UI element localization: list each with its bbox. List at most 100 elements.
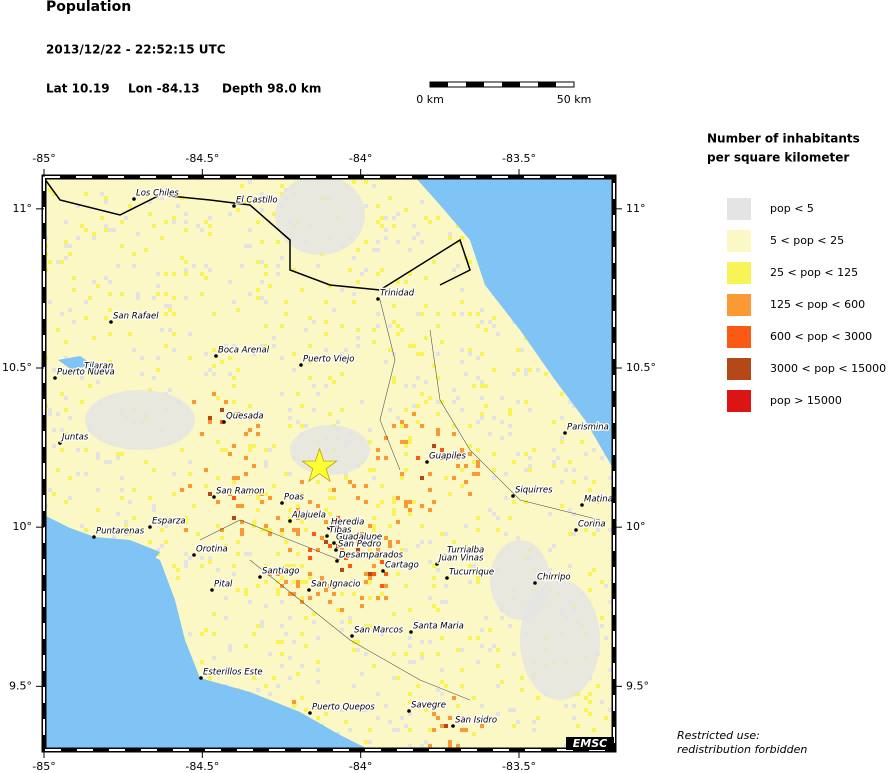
city-label: Puerto Viejo (303, 355, 354, 365)
population-cell (152, 376, 156, 380)
population-cell (396, 540, 400, 544)
population-cell (280, 392, 284, 396)
population-cell (240, 528, 244, 532)
population-cell (468, 636, 472, 640)
population-cell (440, 456, 444, 460)
population-cell (120, 244, 124, 248)
population-cell (172, 272, 176, 276)
population-cell (304, 616, 308, 620)
population-cell (376, 716, 380, 720)
population-cell (356, 548, 360, 552)
population-cell (276, 588, 280, 592)
population-cell (104, 196, 108, 200)
population-cell (392, 304, 396, 308)
population-cell (292, 640, 296, 644)
population-cell (524, 500, 528, 504)
population-cell (344, 540, 348, 544)
population-cell (64, 340, 68, 344)
population-cell (496, 712, 500, 716)
population-cell (500, 396, 504, 400)
population-cell (428, 728, 432, 732)
population-cell (460, 300, 464, 304)
population-cell (328, 544, 332, 548)
population-cell (488, 508, 492, 512)
population-cell (256, 508, 260, 512)
population-cell (200, 432, 204, 436)
population-cell (492, 324, 496, 328)
city-label: San Isidro (455, 716, 497, 726)
city-dot (350, 634, 354, 638)
population-cell (328, 600, 332, 604)
population-cell (344, 476, 348, 480)
population-cell (108, 360, 112, 364)
population-cell (408, 344, 412, 348)
population-cell (272, 344, 276, 348)
population-cell (340, 620, 344, 624)
population-cell (232, 480, 236, 484)
population-cell (220, 408, 224, 412)
population-cell (352, 300, 356, 304)
population-cell (232, 572, 236, 576)
population-cell (268, 528, 272, 532)
city-label: Savegre (411, 701, 446, 711)
population-cell (68, 476, 72, 480)
population-cell (404, 724, 408, 728)
population-cell (152, 516, 156, 520)
population-cell (604, 496, 608, 500)
population-cell (248, 416, 252, 420)
city-dot (381, 569, 385, 573)
population-cell (248, 180, 252, 184)
population-cell (436, 412, 440, 416)
population-cell (88, 296, 92, 300)
population-cell (164, 272, 168, 276)
population-cell (280, 184, 284, 188)
population-cell (436, 688, 440, 692)
population-cell (208, 556, 212, 560)
population-cell (392, 652, 396, 656)
population-cell (460, 684, 464, 688)
lake (58, 356, 92, 370)
population-cell (392, 512, 396, 516)
population-cell (484, 328, 488, 332)
population-cell (324, 348, 328, 352)
population-cell (272, 568, 276, 572)
population-cell (468, 260, 472, 264)
city-label: Cartago (385, 561, 419, 571)
population-cell (344, 720, 348, 724)
population-cell (200, 228, 204, 232)
population-cell (172, 332, 176, 336)
population-cell (64, 244, 68, 248)
population-cell (464, 464, 468, 468)
population-cell (220, 420, 224, 424)
population-cell (528, 468, 532, 472)
population-cell (280, 640, 284, 644)
legend-label: 25 < pop < 125 (770, 266, 858, 279)
population-cell (444, 600, 448, 604)
population-cell (404, 500, 408, 504)
population-cell (364, 484, 368, 488)
sparse-area (490, 540, 550, 620)
population-cell (388, 408, 392, 412)
population-cell (304, 644, 308, 648)
population-cell (228, 372, 232, 376)
population-cell (76, 204, 80, 208)
population-cell (164, 344, 168, 348)
population-cell (604, 636, 608, 640)
population-cell (524, 468, 528, 472)
population-cell (104, 224, 108, 228)
population-cell (400, 564, 404, 568)
population-cell (304, 580, 308, 584)
population-cell (296, 504, 300, 508)
population-cell (276, 580, 280, 584)
population-cell (316, 480, 320, 484)
population-cell (216, 568, 220, 572)
population-cell (288, 516, 292, 520)
population-cell (492, 468, 496, 472)
population-cell (192, 264, 196, 268)
population-cell (328, 584, 332, 588)
city-label: Quesada (226, 412, 264, 422)
population-cell (168, 304, 172, 308)
population-cell (276, 640, 280, 644)
population-cell (480, 412, 484, 416)
population-cell (260, 296, 264, 300)
